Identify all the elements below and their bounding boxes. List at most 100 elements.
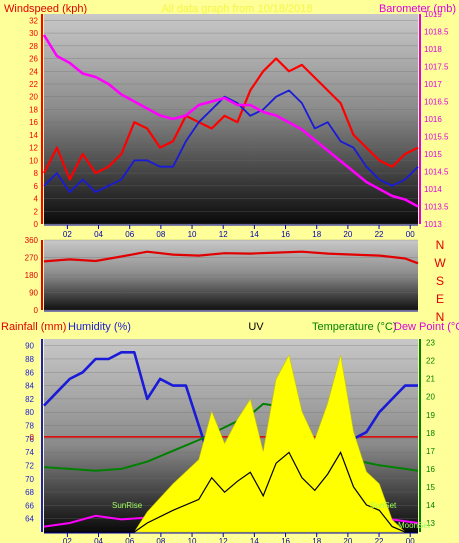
wind-tick-label: 14: [29, 131, 38, 140]
wind-grid: [44, 20, 418, 225]
x-tick-label: 16: [281, 537, 290, 543]
humidity-tick-label: 84: [25, 382, 34, 391]
wind-tick-label: 0: [34, 220, 39, 229]
wind-tick-label: 22: [29, 80, 38, 89]
wind-tick-label: 10: [29, 156, 38, 165]
sunrise-label: SunRise: [112, 501, 143, 510]
wind-tick-label: 4: [34, 195, 39, 204]
wind-tick-label: 30: [29, 29, 38, 38]
humidity-title: Humidity (%): [68, 321, 131, 333]
temp-tick-label: 20: [426, 393, 435, 402]
uv-area: [44, 354, 418, 533]
temp-tick-label: 18: [426, 429, 435, 438]
wind-tick-label: 18: [29, 105, 38, 114]
compass-letter: S: [436, 274, 444, 288]
x-tick-label: 10: [188, 537, 197, 543]
temp-tick-label: 15: [426, 483, 435, 492]
rain-tick-label: 0: [30, 433, 35, 442]
wind-tick-label: 8: [34, 169, 39, 178]
baro-tick-label: 1016.5: [424, 98, 449, 107]
wind-tick-label: 2: [34, 207, 39, 216]
direction-axes: 0 90 180 270 360: [25, 236, 418, 315]
humidity-tick-label: 86: [25, 368, 34, 377]
baro-tick-label: 1018.5: [424, 28, 449, 37]
moonset-label: MoonSet: [398, 521, 431, 530]
compass-letter: E: [436, 292, 444, 306]
humidity-tick-label: 64: [25, 515, 34, 524]
x-tick-label: 08: [156, 230, 165, 239]
baro-tick-label: 1015: [424, 150, 442, 159]
x-tick-label: 00: [406, 537, 415, 543]
baro-tick-label: 1013: [424, 220, 442, 229]
baro-tick-label: 1014.5: [424, 168, 449, 177]
humidity-temp-series: [43, 351, 419, 533]
wind-tick-label: 24: [29, 67, 38, 76]
baro-tick-label: 1014: [424, 185, 442, 194]
wind-baro-series: [42, 34, 419, 208]
x-tick-label: 02: [63, 230, 72, 239]
wind-tick-label: 16: [29, 118, 38, 127]
baro-tick-label: 1017.5: [424, 63, 449, 72]
humidity-tick-label: 66: [25, 501, 34, 510]
x-tick-label: 04: [94, 537, 103, 543]
wind-baro-axes: 0246810121416182022242628303210131013.51…: [29, 10, 449, 239]
x-tick-label: 14: [250, 230, 259, 239]
x-tick-label: 00: [406, 230, 415, 239]
humidity-tick-label: 90: [25, 342, 34, 351]
humidity-tick-label: 80: [25, 408, 34, 417]
wind-tick-label: 20: [29, 93, 38, 102]
temp-tick-label: 19: [426, 411, 435, 420]
humidity-tick-label: 74: [25, 448, 34, 457]
gust-line: [43, 57, 419, 181]
direction-grid: [44, 239, 418, 311]
uv-title: UV: [248, 321, 264, 333]
baro-tick-label: 1016: [424, 115, 442, 124]
humidity-tick-label: 76: [25, 435, 34, 444]
temp-tick-label: 21: [426, 375, 435, 384]
direction-tick-label: 360: [25, 236, 39, 245]
temp-tick-label: 16: [426, 465, 435, 474]
x-tick-label: 14: [250, 537, 259, 543]
direction-tick-label: 270: [25, 254, 39, 263]
uv-inner-line: [44, 451, 418, 533]
temp-tick-label: 23: [426, 339, 435, 348]
humidity-tick-label: 72: [25, 461, 34, 470]
temperature-title: Temperature (°C): [312, 321, 396, 333]
compass-letter: N: [436, 310, 445, 324]
temp-tick-label: 14: [426, 501, 435, 510]
x-tick-label: 20: [343, 537, 352, 543]
dir-line: [43, 250, 419, 265]
direction-series: [43, 250, 419, 265]
humidity-tick-label: 70: [25, 475, 34, 484]
humidity-tick-label: 88: [25, 355, 34, 364]
baro-tick-label: 1018: [424, 45, 442, 54]
wind_avg-line: [43, 89, 419, 194]
temp-tick-label: 17: [426, 447, 435, 456]
x-tick-label: 18: [312, 230, 321, 239]
x-tick-label: 06: [125, 230, 134, 239]
x-tick-label: 12: [219, 230, 228, 239]
humidity-tick-label: 82: [25, 395, 34, 404]
chart-date-title: All data graph from 10/18/2018: [161, 3, 312, 15]
humidity-temp-axes: 64 66 68 70 72 74 76 78 80 82 84 86 88 90 13 14 15 16 17 18…: [25, 339, 435, 543]
x-tick-label: 12: [219, 537, 228, 543]
baro-tick-label: 1019: [424, 10, 442, 19]
wind-tick-label: 12: [29, 144, 38, 153]
baro-tick-label: 1015.5: [424, 133, 449, 142]
rain-title: Rainfall (mm): [1, 321, 66, 333]
x-tick-label: 10: [188, 230, 197, 239]
baro-line: [42, 34, 419, 208]
direction-tick-label: 90: [29, 289, 38, 298]
wind-tick-label: 6: [34, 182, 39, 191]
wind-tick-label: 32: [29, 16, 38, 25]
x-tick-label: 18: [312, 537, 321, 543]
x-tick-label: 22: [375, 230, 384, 239]
temp-tick-label: 13: [426, 519, 435, 528]
wind-tick-label: 26: [29, 55, 38, 64]
baro-tick-label: 1017: [424, 80, 442, 89]
wind-tick-label: 28: [29, 42, 38, 51]
compass-letter: W: [434, 256, 446, 270]
x-tick-label: 16: [281, 230, 290, 239]
x-tick-label: 20: [343, 230, 352, 239]
